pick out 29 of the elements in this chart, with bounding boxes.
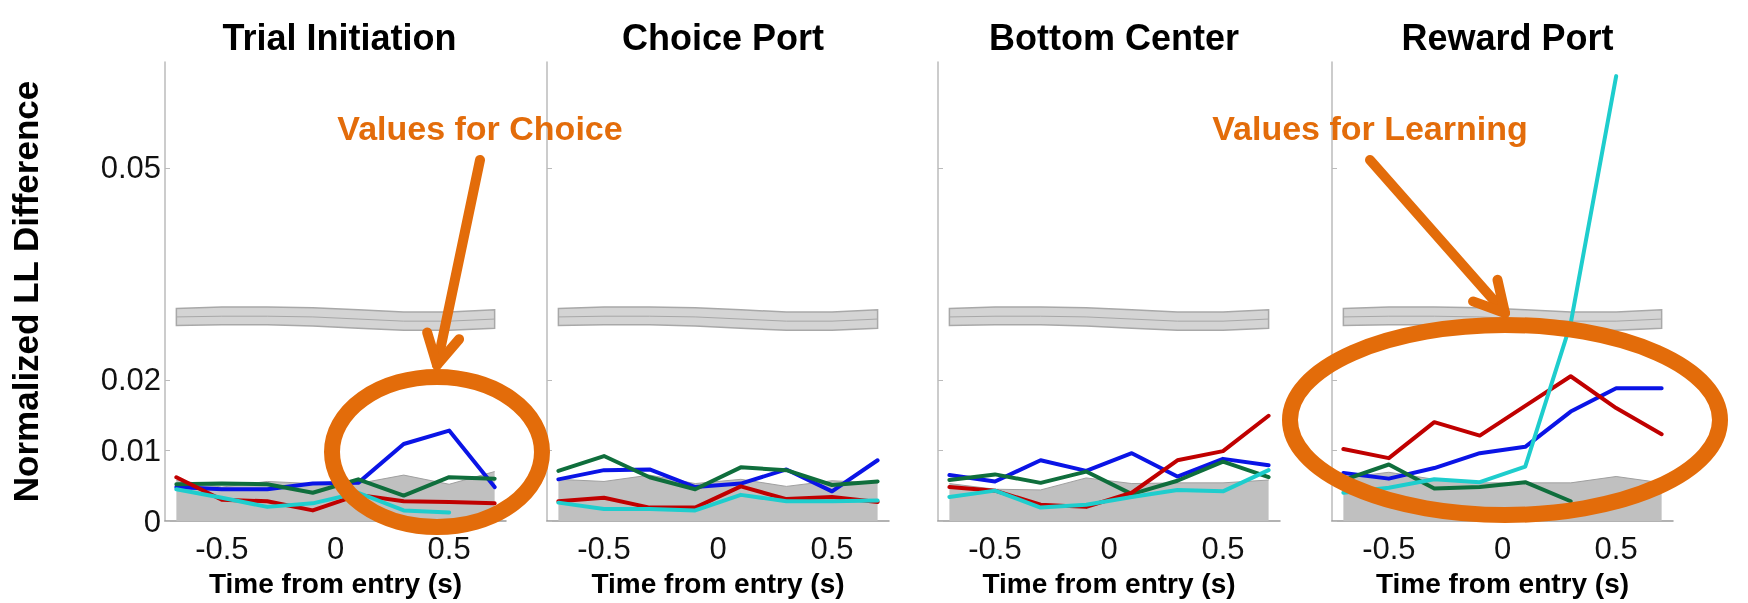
chart-title: Choice Port — [621, 16, 825, 58]
chart-title: Trial Initiation — [222, 16, 457, 58]
x-tick-label: 0.5 — [427, 531, 471, 566]
x-tick-label: -0.5 — [1362, 531, 1416, 566]
y-tick-label: 0.02 — [100, 362, 161, 398]
x-tick-label: 0.5 — [1201, 531, 1245, 566]
line-series — [174, 475, 497, 498]
chart-title: Bottom Center — [989, 16, 1239, 58]
annotation: Values for Learning — [1212, 109, 1528, 147]
line-series — [174, 487, 452, 515]
y-tick-label: 0.05 — [100, 150, 161, 186]
x-tick-label: 0.5 — [1594, 531, 1638, 566]
x-tick-label: 0.5 — [810, 531, 854, 566]
x-tick-label: 0 — [1493, 531, 1512, 566]
y-axis-title: Normalized LL Difference — [6, 80, 45, 503]
y-tick-label: 0.01 — [100, 432, 161, 468]
x-axis-title: Time from entry (s) — [1375, 567, 1630, 599]
chart-title: Reward Port — [1401, 16, 1614, 58]
annotation: Values for Choice — [337, 109, 623, 147]
x-tick-label: -0.5 — [968, 531, 1022, 566]
x-tick-label: 0 — [326, 531, 345, 566]
x-axis-title: Time from entry (s) — [982, 567, 1236, 599]
x-tick-label: 0 — [1100, 531, 1118, 566]
x-axis-title: Time from entry (s) — [591, 567, 845, 599]
x-tick-label: -0.5 — [577, 531, 631, 566]
x-tick-label: -0.5 — [195, 531, 249, 566]
x-axis-title: Time from entry (s) — [208, 567, 463, 599]
x-tick-label: 0 — [709, 531, 727, 566]
y-tick-label: 0 — [143, 503, 161, 539]
